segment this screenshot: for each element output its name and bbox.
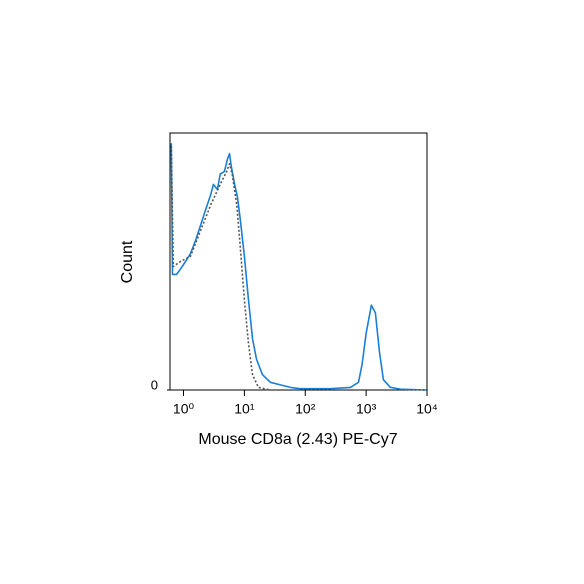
x-tick-label: 10⁰ bbox=[173, 401, 195, 417]
x-tick-label: 10² bbox=[295, 401, 316, 417]
y-axis-label: Count bbox=[119, 240, 136, 283]
y-tick-label: 0 bbox=[151, 377, 158, 392]
plot-frame bbox=[169, 132, 428, 391]
x-axis-label: Mouse CD8a (2.43) PE-Cy7 bbox=[198, 431, 397, 448]
series-line bbox=[170, 143, 427, 391]
x-tick-label: 10¹ bbox=[234, 401, 255, 417]
x-tick-label: 10³ bbox=[356, 401, 377, 417]
series-line bbox=[170, 145, 427, 391]
x-tick-label: 10⁴ bbox=[416, 401, 438, 417]
